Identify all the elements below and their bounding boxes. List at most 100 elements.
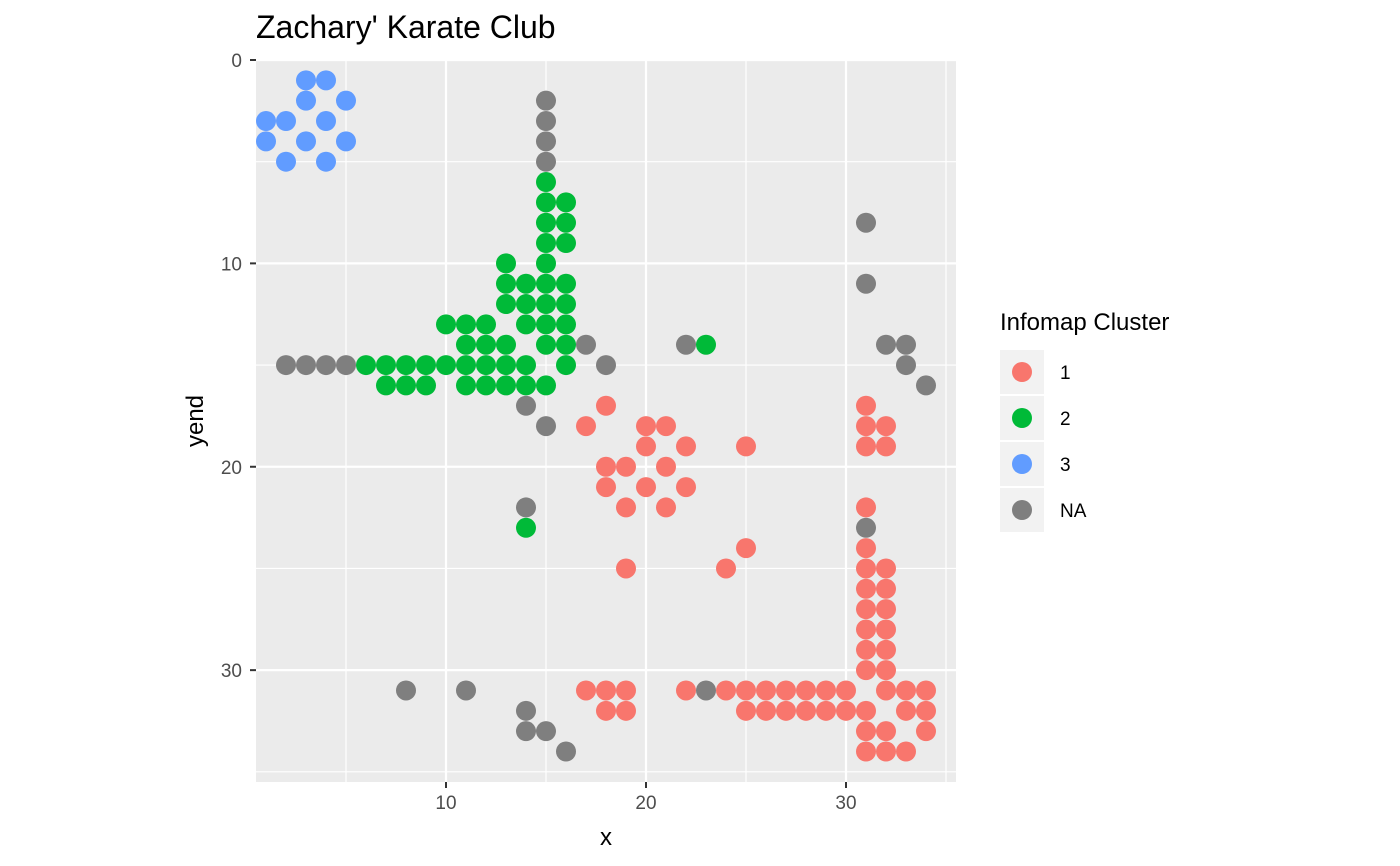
axis-ticks: 10 20 30 0 10 20 30 — [221, 51, 857, 814]
data-point — [696, 680, 716, 701]
data-point — [676, 436, 696, 457]
data-point — [876, 578, 896, 599]
data-point — [856, 212, 876, 233]
data-point — [476, 334, 496, 355]
data-point — [496, 375, 516, 396]
data-point — [856, 558, 876, 579]
legend: Infomap Cluster 1 2 3 NA — [1000, 309, 1169, 532]
data-point — [876, 660, 896, 681]
data-point — [796, 680, 816, 701]
data-point — [416, 355, 436, 376]
data-point — [456, 355, 476, 376]
legend-swatch — [1012, 454, 1032, 474]
data-point — [476, 314, 496, 335]
data-point — [616, 497, 636, 518]
data-point — [856, 721, 876, 742]
data-point — [476, 375, 496, 396]
data-point — [536, 192, 556, 213]
data-point — [896, 741, 916, 762]
data-points — [256, 70, 936, 762]
data-point — [516, 721, 536, 742]
x-tick-label: 20 — [635, 793, 656, 814]
legend-swatch — [1012, 362, 1032, 382]
data-point — [636, 477, 656, 498]
data-point — [476, 355, 496, 376]
data-point — [556, 334, 576, 355]
data-point — [536, 172, 556, 193]
data-point — [896, 334, 916, 355]
data-point — [836, 680, 856, 701]
x-tick-label: 10 — [435, 793, 456, 814]
data-point — [556, 233, 576, 254]
data-point — [376, 375, 396, 396]
data-point — [536, 721, 556, 742]
data-point — [536, 375, 556, 396]
data-point — [536, 334, 556, 355]
data-point — [276, 355, 296, 376]
data-point — [656, 416, 676, 437]
data-point — [316, 70, 336, 91]
data-point — [896, 680, 916, 701]
data-point — [676, 334, 696, 355]
data-point — [396, 355, 416, 376]
data-point — [296, 70, 316, 91]
data-point — [336, 355, 356, 376]
data-point — [856, 517, 876, 538]
data-point — [796, 700, 816, 721]
data-point — [556, 294, 576, 315]
legend-label: NA — [1060, 501, 1087, 522]
data-point — [296, 90, 316, 111]
data-point — [556, 355, 576, 376]
data-point — [856, 538, 876, 559]
data-point — [856, 741, 876, 762]
data-point — [296, 131, 316, 152]
data-point — [876, 334, 896, 355]
data-point — [676, 680, 696, 701]
data-point — [456, 375, 476, 396]
y-axis-title: yend — [182, 395, 209, 447]
data-point — [736, 538, 756, 559]
data-point — [896, 355, 916, 376]
data-point — [856, 619, 876, 640]
data-point — [636, 436, 656, 457]
x-tick-label: 30 — [835, 793, 856, 814]
data-point — [676, 477, 696, 498]
data-point — [856, 497, 876, 518]
data-point — [516, 497, 536, 518]
data-point — [556, 741, 576, 762]
data-point — [876, 558, 896, 579]
data-point — [696, 334, 716, 355]
data-point — [516, 294, 536, 315]
y-tick-label: 30 — [221, 661, 242, 682]
data-point — [396, 680, 416, 701]
data-point — [576, 334, 596, 355]
data-point — [836, 700, 856, 721]
data-point — [856, 639, 876, 660]
data-point — [276, 151, 296, 172]
data-point — [536, 111, 556, 132]
data-point — [756, 680, 776, 701]
data-point — [616, 680, 636, 701]
data-point — [536, 233, 556, 254]
legend-label: 3 — [1060, 455, 1071, 476]
data-point — [736, 700, 756, 721]
data-point — [536, 416, 556, 437]
data-point — [336, 90, 356, 111]
data-point — [516, 700, 536, 721]
data-point — [596, 680, 616, 701]
data-point — [656, 497, 676, 518]
data-point — [316, 355, 336, 376]
data-point — [876, 639, 896, 660]
data-point — [396, 375, 416, 396]
data-point — [856, 660, 876, 681]
data-point — [436, 355, 456, 376]
legend-swatch — [1012, 500, 1032, 520]
data-point — [596, 355, 616, 376]
legend-label: 1 — [1060, 363, 1071, 384]
data-point — [496, 253, 516, 274]
data-point — [776, 680, 796, 701]
data-point — [276, 111, 296, 132]
data-point — [416, 375, 436, 396]
data-point — [636, 416, 656, 437]
data-point — [456, 334, 476, 355]
